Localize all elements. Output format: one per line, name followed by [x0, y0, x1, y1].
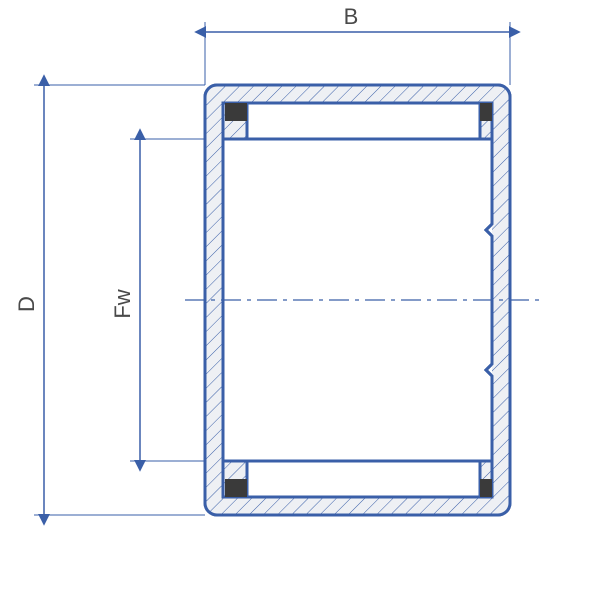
bearing-cross-section-diagram: B D Fw	[0, 0, 600, 600]
roller-top	[225, 103, 492, 139]
roller-bottom	[225, 461, 492, 497]
label-Fw: Fw	[110, 289, 135, 318]
dimension-B: B	[205, 4, 510, 85]
label-D: D	[14, 296, 39, 312]
label-B: B	[344, 4, 359, 29]
